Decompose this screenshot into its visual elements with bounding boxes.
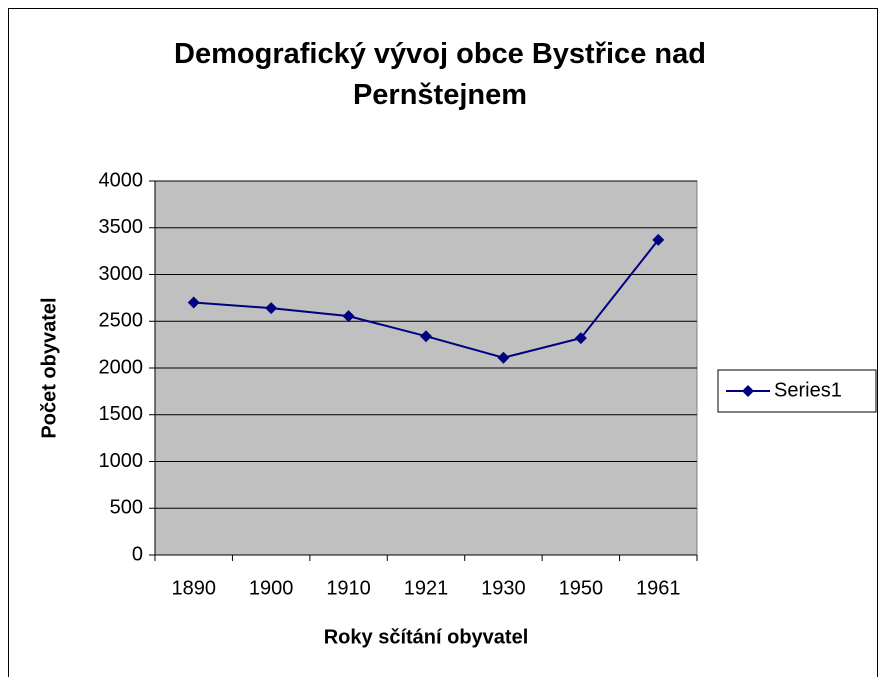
legend-label: Series1 <box>774 379 842 401</box>
data-point <box>574 332 587 345</box>
x-tick-label: 1900 <box>249 577 294 599</box>
data-point <box>265 302 278 315</box>
data-point <box>420 330 432 343</box>
y-tick-label: 2000 <box>99 356 144 378</box>
y-tick-label: 4000 <box>99 169 144 191</box>
y-tick-label: 1500 <box>99 403 144 425</box>
x-tick-label: 1910 <box>326 577 371 599</box>
x-tick-label: 1921 <box>404 577 449 599</box>
data-point <box>187 296 200 309</box>
data-point <box>342 310 355 323</box>
data-point <box>497 351 510 364</box>
data-point <box>652 233 665 246</box>
y-tick-label: 3500 <box>99 216 144 238</box>
y-tick-label: 3000 <box>99 263 144 285</box>
y-tick-label: 1000 <box>99 450 144 472</box>
x-tick-label: 1890 <box>171 577 216 599</box>
x-axis-label: Roky sčítání obyvatel <box>324 626 529 648</box>
y-tick-label: 0 <box>132 543 143 565</box>
x-tick-label: 1950 <box>559 577 604 599</box>
y-axis-label: Počet obyvatel <box>38 297 60 438</box>
x-tick-label: 1930 <box>481 577 526 599</box>
x-tick-label: 1961 <box>636 577 681 599</box>
y-tick-label: 500 <box>110 497 143 519</box>
legend-marker <box>742 385 754 397</box>
chart-title: Demografický vývoj obce Bystřice nad Per… <box>174 38 706 111</box>
y-tick-label: 2500 <box>99 310 144 332</box>
